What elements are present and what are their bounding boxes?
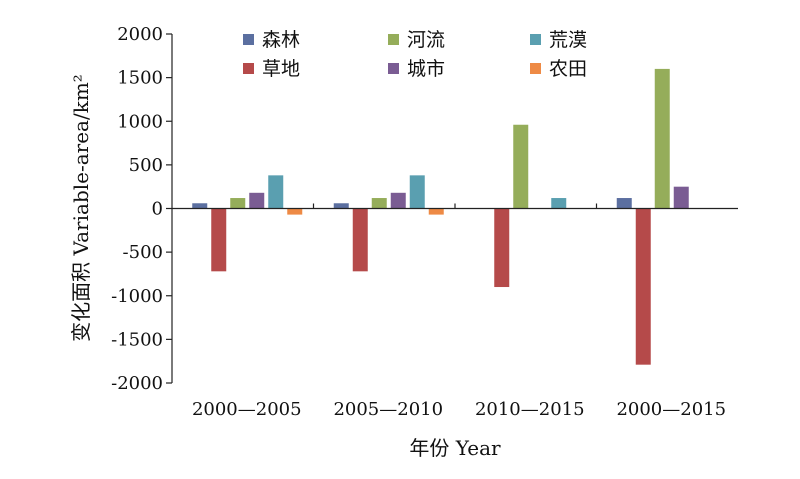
- y-tick-label: 500: [129, 155, 163, 176]
- bar-2-4: [635, 208, 651, 365]
- legend-label: 森林: [262, 29, 300, 51]
- bar-3-4: [654, 68, 670, 209]
- y-tick-label: -500: [123, 242, 163, 263]
- bar-4-4: [673, 186, 689, 209]
- legend-label: 河流: [407, 29, 445, 51]
- bar-1-4: [616, 198, 632, 209]
- legend-swatch: [243, 34, 254, 45]
- bar-4-1: [249, 192, 265, 209]
- y-tick-label: 2000: [117, 24, 163, 45]
- legend-label: 草地: [262, 58, 300, 80]
- legend-swatch: [530, 34, 541, 45]
- x-tick-label: 2000—2005: [192, 399, 302, 420]
- axes-group: 2000 1500 1000 500 0 -500 -1000 -1500 -2000 2000—…: [111, 24, 738, 420]
- legend-swatch: [243, 63, 254, 74]
- bar-6-1: [287, 208, 303, 215]
- bar-5-1: [268, 175, 284, 209]
- x-tick-label: 2000—2015: [616, 399, 726, 420]
- bar-2-2: [352, 208, 368, 272]
- bar-1-1: [192, 203, 208, 209]
- y-tick-label: -1000: [111, 286, 163, 307]
- legend-label: 农田: [549, 58, 587, 80]
- bar-5-2: [409, 175, 425, 209]
- bar-3-1: [230, 198, 246, 209]
- x-tick-label: 2005—2010: [333, 399, 443, 420]
- legend-swatch: [530, 63, 541, 74]
- y-axis-title: 变化面积 Variable-area/km²: [69, 74, 93, 342]
- legend-label: 荒漠: [549, 29, 587, 51]
- bar-2-1: [211, 208, 227, 272]
- legend-label: 城市: [407, 58, 445, 80]
- y-tick-label: 0: [152, 199, 163, 220]
- y-tick-label: 1000: [117, 111, 163, 132]
- bar-3-3: [513, 124, 529, 209]
- x-axis-title: 年份 Year: [409, 436, 501, 460]
- y-tick-label: 1500: [117, 68, 163, 89]
- bar-6-2: [428, 208, 444, 215]
- y-tick-label: -2000: [111, 373, 163, 394]
- y-tick-label: -1500: [111, 329, 163, 350]
- legend-swatch: [388, 63, 399, 74]
- bar-2-3: [494, 208, 510, 288]
- legend-swatch: [388, 34, 399, 45]
- bars-group: [192, 68, 689, 365]
- bar-3-2: [371, 198, 387, 209]
- bar-4-2: [390, 192, 406, 209]
- x-tick-label: 2010—2015: [475, 399, 585, 420]
- bar-1-2: [333, 203, 349, 209]
- bar-5-3: [551, 198, 567, 209]
